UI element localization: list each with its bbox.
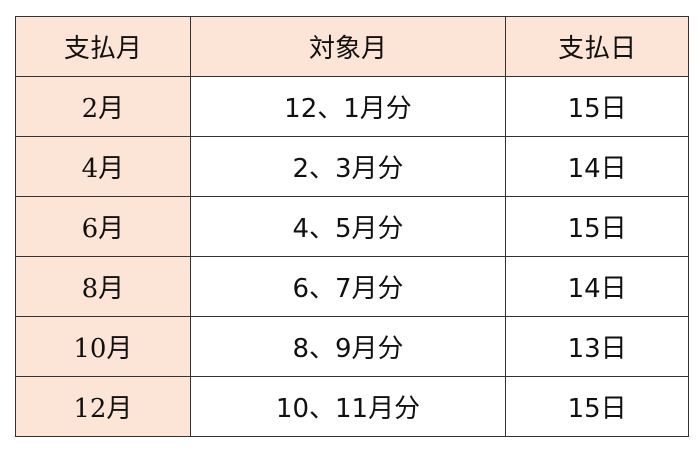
table-row: 2月 12、1月分 15日 — [15, 76, 689, 137]
target-month-cell: 2、3月分 — [189, 136, 507, 197]
target-month-cell: 10、11月分 — [189, 376, 507, 437]
header-target-month: 対象月 — [189, 16, 507, 77]
payment-day-cell: 13日 — [505, 316, 689, 377]
payment-day-cell: 14日 — [505, 256, 689, 317]
payment-month-cell: 4月 — [15, 136, 191, 197]
header-payment-day: 支払日 — [505, 16, 689, 77]
table-row: 4月 2、3月分 14日 — [15, 136, 689, 197]
payment-month-cell: 12月 — [15, 376, 191, 437]
header-row: 支払月 対象月 支払日 — [15, 16, 689, 77]
payment-schedule-table: 支払月 対象月 支払日 2月 12、1月分 15日 4月 2、3月分 14日 6月 4、5月分… — [15, 16, 689, 437]
payment-day-cell: 15日 — [505, 76, 689, 137]
table-row: 12月 10、11月分 15日 — [15, 376, 689, 437]
table-row: 10月 8、9月分 13日 — [15, 316, 689, 377]
payment-month-cell: 2月 — [15, 76, 191, 137]
target-month-cell: 4、5月分 — [189, 196, 507, 257]
table-row: 8月 6、7月分 14日 — [15, 256, 689, 317]
target-month-cell: 12、1月分 — [189, 76, 507, 137]
table-row: 6月 4、5月分 15日 — [15, 196, 689, 257]
header-payment-month: 支払月 — [15, 16, 191, 77]
payment-month-cell: 6月 — [15, 196, 191, 257]
payment-day-cell: 15日 — [505, 376, 689, 437]
payment-month-cell: 10月 — [15, 316, 191, 377]
payment-day-cell: 15日 — [505, 196, 689, 257]
target-month-cell: 6、7月分 — [189, 256, 507, 317]
payment-month-cell: 8月 — [15, 256, 191, 317]
payment-day-cell: 14日 — [505, 136, 689, 197]
target-month-cell: 8、9月分 — [189, 316, 507, 377]
